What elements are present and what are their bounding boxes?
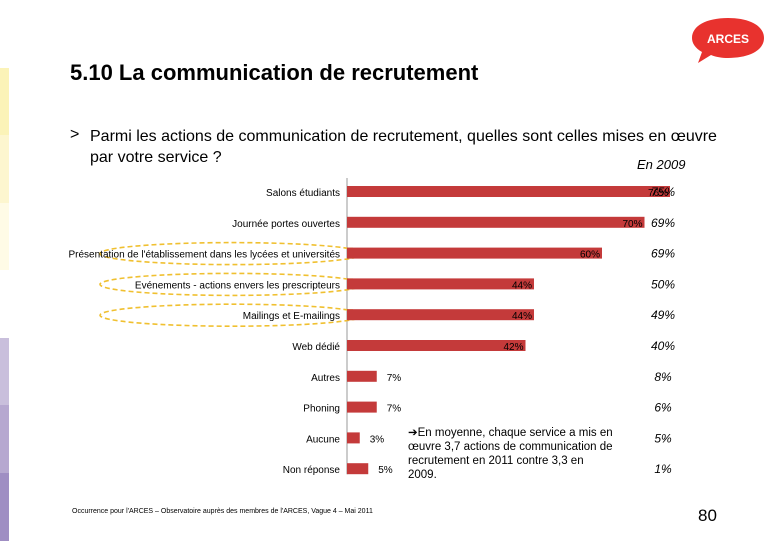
average-note: ➔En moyenne, chaque service a mis en œuv… <box>408 426 613 482</box>
bar <box>347 248 602 259</box>
category-label: Aucune <box>306 434 340 445</box>
strip-segment <box>0 68 9 137</box>
bar <box>347 309 534 320</box>
category-label: Présentation de l'établissement dans les… <box>69 250 341 261</box>
prev-year-value: 6% <box>654 401 672 415</box>
average-note-text: En moyenne, chaque service a mis en œuvr… <box>408 427 613 481</box>
category-label: Autres <box>311 373 340 384</box>
question-marker: > <box>70 126 79 144</box>
bar <box>347 463 368 474</box>
strip-segment <box>0 0 9 69</box>
value-label: 44% <box>512 280 532 291</box>
arrow-icon: ➔ <box>408 427 418 439</box>
prev-year-value: 75% <box>651 185 675 199</box>
logo-text: ARCES <box>707 32 749 46</box>
footnote: Occurrence pour l'ARCES – Observatoire a… <box>72 508 373 515</box>
prev-year-value: 5% <box>654 431 672 445</box>
prev-year-value: 8% <box>654 370 672 384</box>
bar <box>347 278 534 289</box>
prev-year-value: 69% <box>651 247 675 261</box>
bar <box>347 217 645 228</box>
prev-year-value: 1% <box>654 462 672 476</box>
category-label: Evénements - actions envers les prescrip… <box>135 280 340 291</box>
bar <box>347 432 360 443</box>
question-text: Parmi les actions de communication de re… <box>90 126 730 168</box>
bar <box>347 186 670 197</box>
value-label: 7% <box>387 373 402 384</box>
value-label: 3% <box>370 434 385 445</box>
value-label: 7% <box>387 404 402 415</box>
arces-logo: ARCES <box>688 14 768 66</box>
category-label: Phoning <box>303 404 340 415</box>
category-label: Salons étudiants <box>266 188 340 199</box>
page-number: 80 <box>698 506 717 526</box>
prev-year-value: 49% <box>651 308 675 322</box>
bar <box>347 371 377 382</box>
bar <box>347 340 526 351</box>
value-label: 42% <box>504 342 524 353</box>
bar <box>347 402 377 413</box>
value-label: 44% <box>512 311 532 322</box>
category-label: Mailings et E-mailings <box>243 311 340 322</box>
prev-year-value: 40% <box>651 339 675 353</box>
value-label: 5% <box>378 465 393 476</box>
page-title: 5.10 La communication de recrutement <box>70 60 478 86</box>
prev-year-value: 50% <box>651 277 675 291</box>
category-label: Journée portes ouvertes <box>232 219 340 230</box>
value-label: 60% <box>580 250 600 261</box>
value-label: 70% <box>623 219 643 230</box>
prev-year-value: 69% <box>651 216 675 230</box>
category-label: Web dédié <box>292 342 340 353</box>
category-label: Non réponse <box>283 465 341 476</box>
